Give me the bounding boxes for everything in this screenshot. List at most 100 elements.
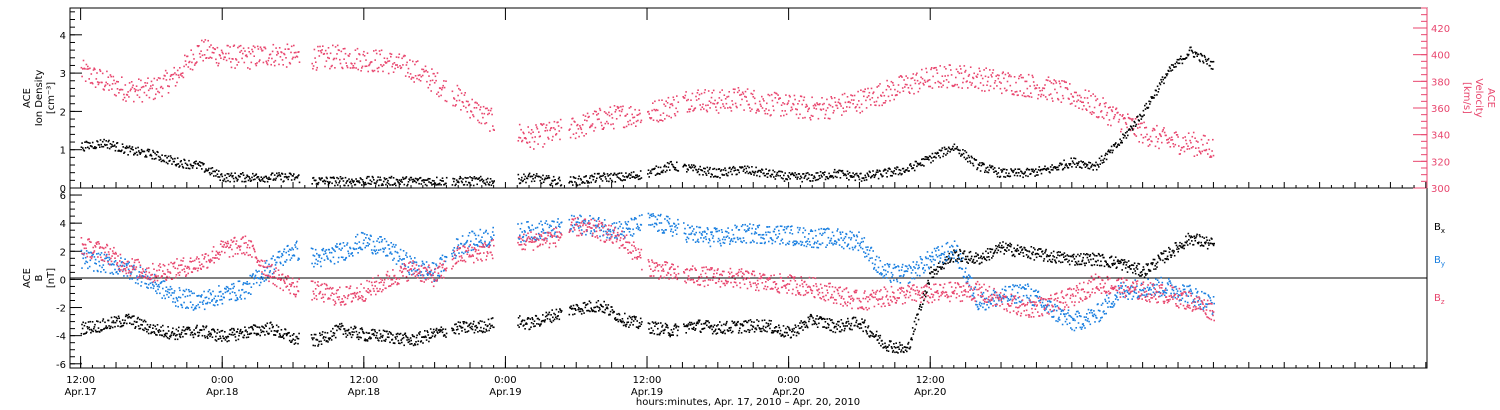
data-point	[261, 325, 263, 328]
data-point	[533, 325, 535, 328]
data-point	[108, 84, 111, 87]
data-point	[202, 59, 204, 62]
data-point	[369, 62, 372, 64]
data-point	[896, 166, 899, 169]
data-point	[683, 323, 685, 325]
data-point	[942, 155, 944, 158]
data-point	[906, 169, 908, 171]
data-point	[991, 165, 994, 168]
data-point	[274, 179, 277, 181]
data-point	[992, 69, 995, 71]
data-point	[701, 169, 704, 172]
data-point	[919, 162, 922, 164]
data-point	[863, 321, 866, 323]
data-point	[362, 330, 364, 333]
data-point	[452, 104, 454, 107]
data-point	[1173, 145, 1175, 148]
data-point	[255, 64, 258, 67]
data-point	[365, 183, 367, 186]
data-point	[710, 324, 713, 327]
data-point	[995, 75, 997, 77]
data-point	[835, 323, 838, 325]
data-point	[332, 327, 334, 330]
data-point	[239, 175, 241, 178]
data-point	[1120, 130, 1122, 133]
data-point	[92, 330, 94, 333]
data-point	[472, 114, 474, 116]
data-point	[852, 316, 855, 319]
data-point	[876, 86, 878, 88]
data-point	[523, 324, 525, 326]
data-point	[211, 167, 214, 169]
data-point	[176, 334, 178, 336]
data-point	[870, 334, 872, 337]
data-point	[530, 129, 533, 131]
data-point	[422, 68, 425, 71]
data-point	[661, 99, 663, 101]
data-point	[627, 123, 630, 126]
data-point	[744, 172, 747, 174]
data-point	[598, 107, 601, 110]
data-point	[1195, 51, 1198, 54]
data-point	[402, 336, 405, 339]
data-point	[787, 174, 789, 177]
data-point	[887, 346, 889, 348]
data-point	[1034, 175, 1036, 177]
data-point	[83, 333, 85, 335]
data-point	[598, 172, 600, 175]
data-point	[454, 332, 457, 335]
data-point	[1160, 78, 1162, 81]
data-point	[1046, 254, 1048, 256]
data-point	[147, 77, 149, 79]
data-point	[796, 178, 798, 180]
data-point	[696, 171, 699, 174]
data-point	[100, 143, 102, 146]
data-point	[530, 175, 532, 178]
data-point	[371, 69, 374, 72]
data-point	[664, 322, 667, 325]
data-point	[418, 333, 421, 336]
data-point	[116, 319, 118, 322]
data-point	[421, 336, 424, 338]
data-point	[460, 327, 463, 329]
data-point	[1207, 57, 1210, 60]
data-point	[352, 65, 355, 67]
data-point	[138, 78, 140, 80]
data-point	[130, 88, 132, 90]
data-point	[405, 336, 408, 338]
data-point	[938, 149, 941, 151]
data-point	[173, 160, 175, 163]
data-point	[157, 90, 159, 93]
data-point	[1040, 172, 1043, 175]
data-point	[1049, 254, 1051, 257]
data-point	[1195, 53, 1197, 55]
data-point	[326, 332, 329, 334]
data-point	[375, 181, 378, 183]
data-point	[418, 182, 420, 185]
data-point	[671, 104, 674, 107]
data-point	[230, 172, 233, 175]
data-point	[427, 86, 430, 89]
data-point	[886, 176, 888, 178]
data-point	[581, 308, 584, 311]
date-tick-label: Apr.19	[631, 387, 663, 398]
data-point	[877, 85, 880, 87]
data-point	[1008, 75, 1010, 78]
data-point	[271, 323, 273, 326]
data-point	[198, 161, 201, 163]
data-point	[736, 173, 738, 176]
data-point	[1045, 248, 1047, 251]
data-point	[609, 177, 612, 180]
data-point	[255, 173, 258, 175]
data-point	[382, 334, 384, 337]
data-point	[406, 61, 408, 64]
data-point	[1142, 136, 1145, 139]
data-point	[462, 105, 465, 107]
data-point	[545, 175, 548, 177]
data-point	[690, 99, 692, 101]
data-point	[814, 320, 816, 323]
data-point	[216, 328, 219, 331]
data-point	[110, 325, 112, 328]
data-point	[618, 312, 620, 315]
data-point	[87, 321, 90, 323]
